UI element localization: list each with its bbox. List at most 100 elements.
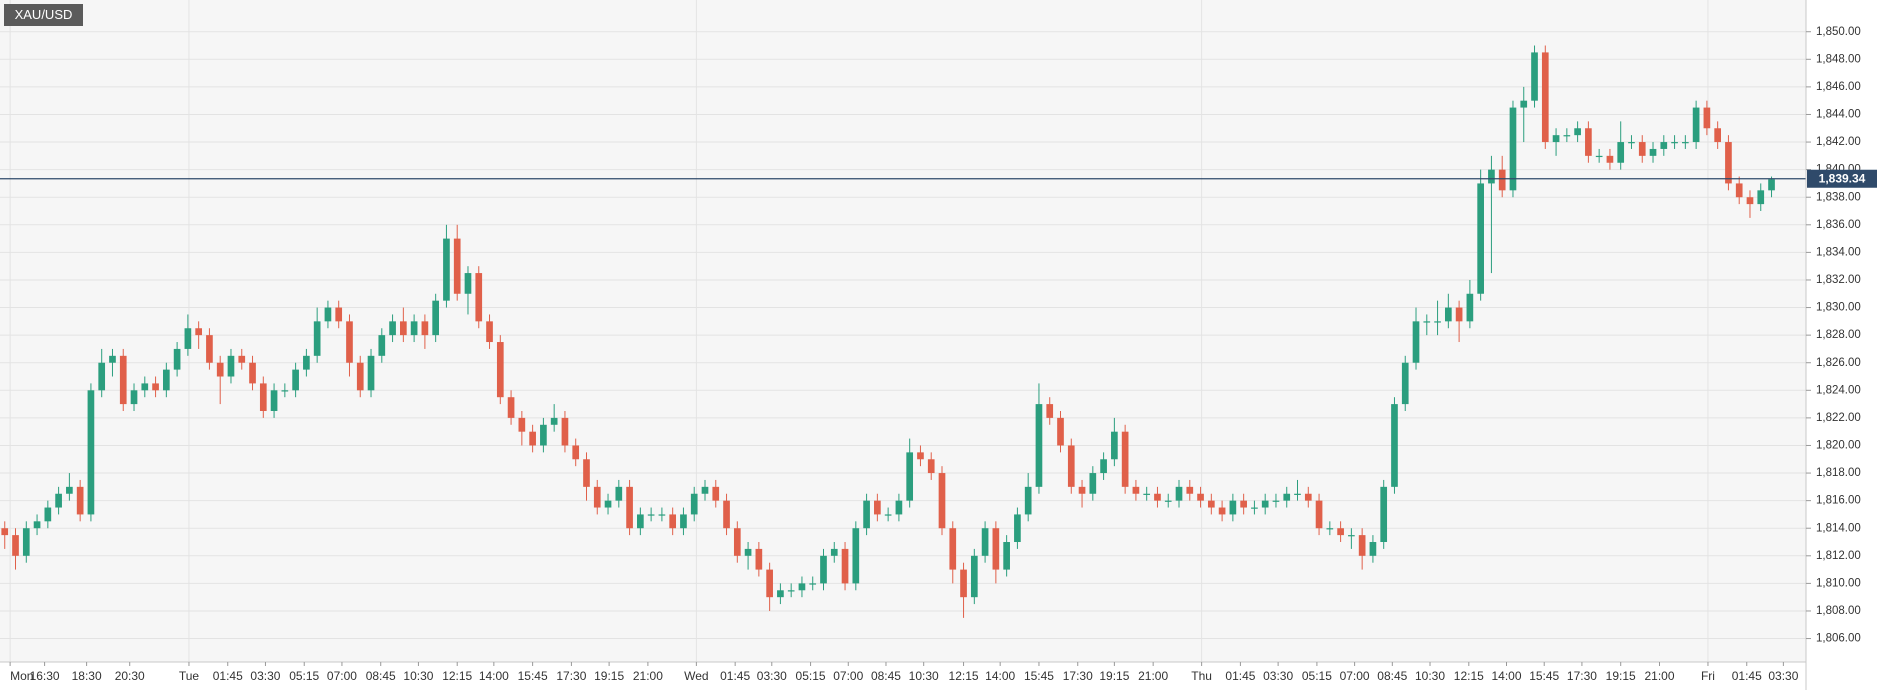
y-tick-label: 1,808.00: [1816, 605, 1861, 617]
x-tick-label: 05:15: [796, 669, 826, 683]
candle-body: [1423, 321, 1431, 323]
y-tick-label: 1,846.00: [1816, 81, 1861, 93]
candle-body: [421, 321, 429, 336]
candle-body: [1617, 142, 1625, 163]
x-tick-label: 03:30: [1768, 669, 1798, 683]
x-tick-label: 08:45: [871, 669, 901, 683]
candle-body: [87, 390, 95, 515]
candle-body: [12, 535, 19, 556]
x-tick-label: 12:15: [442, 669, 472, 683]
y-tick-label: 1,806.00: [1816, 633, 1861, 645]
y-tick-label: 1,828.00: [1816, 329, 1861, 341]
candle-body: [1337, 528, 1344, 536]
candle-body: [443, 238, 450, 301]
candle-body: [152, 383, 159, 391]
candle-body: [992, 528, 1000, 570]
candle-body: [173, 348, 181, 370]
y-tick-label: 1,830.00: [1816, 302, 1861, 314]
candle-body: [55, 493, 62, 508]
candle-body: [292, 369, 299, 391]
candle-body: [400, 321, 407, 336]
candle-body: [119, 355, 127, 405]
candle-body: [1121, 431, 1129, 487]
y-tick-label: 1,826.00: [1816, 357, 1861, 369]
candle-body: [960, 569, 967, 598]
x-tick-label: 21:00: [633, 669, 663, 683]
candle-body: [1240, 500, 1247, 508]
candle-body: [1111, 431, 1118, 460]
candle-body: [1272, 500, 1280, 502]
candle-body: [1294, 493, 1301, 495]
candle-body: [938, 473, 946, 529]
candle-body: [637, 514, 644, 529]
symbol-badge: [4, 4, 83, 26]
candle-body: [1660, 142, 1668, 149]
candle-body: [238, 355, 246, 363]
candle-body: [486, 321, 493, 343]
y-tick-label: 1,838.00: [1816, 191, 1861, 203]
candle-body: [1132, 486, 1140, 494]
candle-body: [1725, 142, 1732, 184]
candle-body: [1509, 107, 1517, 191]
candle-body: [1283, 493, 1291, 501]
x-tick-label: Tue: [179, 669, 200, 683]
x-tick-label: 17:30: [1063, 669, 1093, 683]
candle-body: [1369, 542, 1377, 556]
candle-body: [1735, 183, 1743, 198]
candle-body: [1326, 528, 1334, 530]
x-tick-label: 15:45: [1024, 669, 1054, 683]
y-tick-label: 1,850.00: [1816, 26, 1861, 38]
candle-body: [313, 321, 321, 356]
candle-body: [1455, 307, 1463, 322]
x-tick-label: 10:30: [403, 669, 433, 683]
last-price-label: 1,839.34: [1819, 171, 1866, 185]
x-tick-label: 19:15: [1099, 669, 1129, 683]
x-tick-label: 08:45: [366, 669, 396, 683]
x-tick-label: 03:30: [250, 669, 280, 683]
candle-body: [1692, 107, 1700, 143]
candle-body: [249, 362, 256, 384]
candle-body: [464, 273, 472, 294]
x-tick-label: Mon: [10, 669, 33, 683]
candle-body: [1164, 500, 1172, 502]
candle-body: [335, 307, 343, 322]
candles: [0, 45, 1806, 618]
candle-body: [195, 328, 202, 336]
x-tick-label: 05:15: [1302, 669, 1332, 683]
grid: [0, 0, 1806, 662]
candle-body: [680, 514, 687, 529]
candle-body: [669, 514, 677, 529]
candle-body: [572, 445, 580, 460]
candle-body: [723, 500, 730, 529]
candle-body: [130, 390, 138, 405]
candle-body: [259, 383, 267, 411]
candle-body: [1197, 493, 1204, 501]
chart-title: XAU/USD: [15, 7, 73, 22]
candle-body: [927, 459, 935, 474]
candle-body: [1412, 321, 1420, 363]
candle-body: [830, 548, 838, 556]
candle-body: [1434, 321, 1441, 323]
candle-body: [917, 452, 924, 460]
candle-body: [647, 514, 655, 516]
candle-body: [550, 417, 558, 425]
x-tick-label: Fri: [1701, 669, 1715, 683]
candle-body: [389, 321, 396, 336]
x-tick-label: 07:00: [1340, 669, 1370, 683]
candle-body: [798, 583, 806, 591]
candle-body: [1595, 155, 1603, 158]
y-tick-label: 1,820.00: [1816, 440, 1861, 452]
candle-body: [712, 486, 720, 501]
y-tick-label: 1,812.00: [1816, 550, 1861, 562]
y-tick-label: 1,836.00: [1816, 219, 1861, 231]
candle-body: [1304, 493, 1312, 501]
candle-body: [76, 486, 84, 515]
candle-body: [1466, 293, 1474, 322]
candle-body: [216, 362, 224, 377]
candle-body: [453, 238, 461, 294]
candle-body: [303, 355, 310, 370]
candle-body: [281, 390, 289, 392]
candle-body: [1757, 190, 1765, 205]
y-tick-label: 1,818.00: [1816, 467, 1861, 479]
candle-body: [1251, 507, 1258, 509]
